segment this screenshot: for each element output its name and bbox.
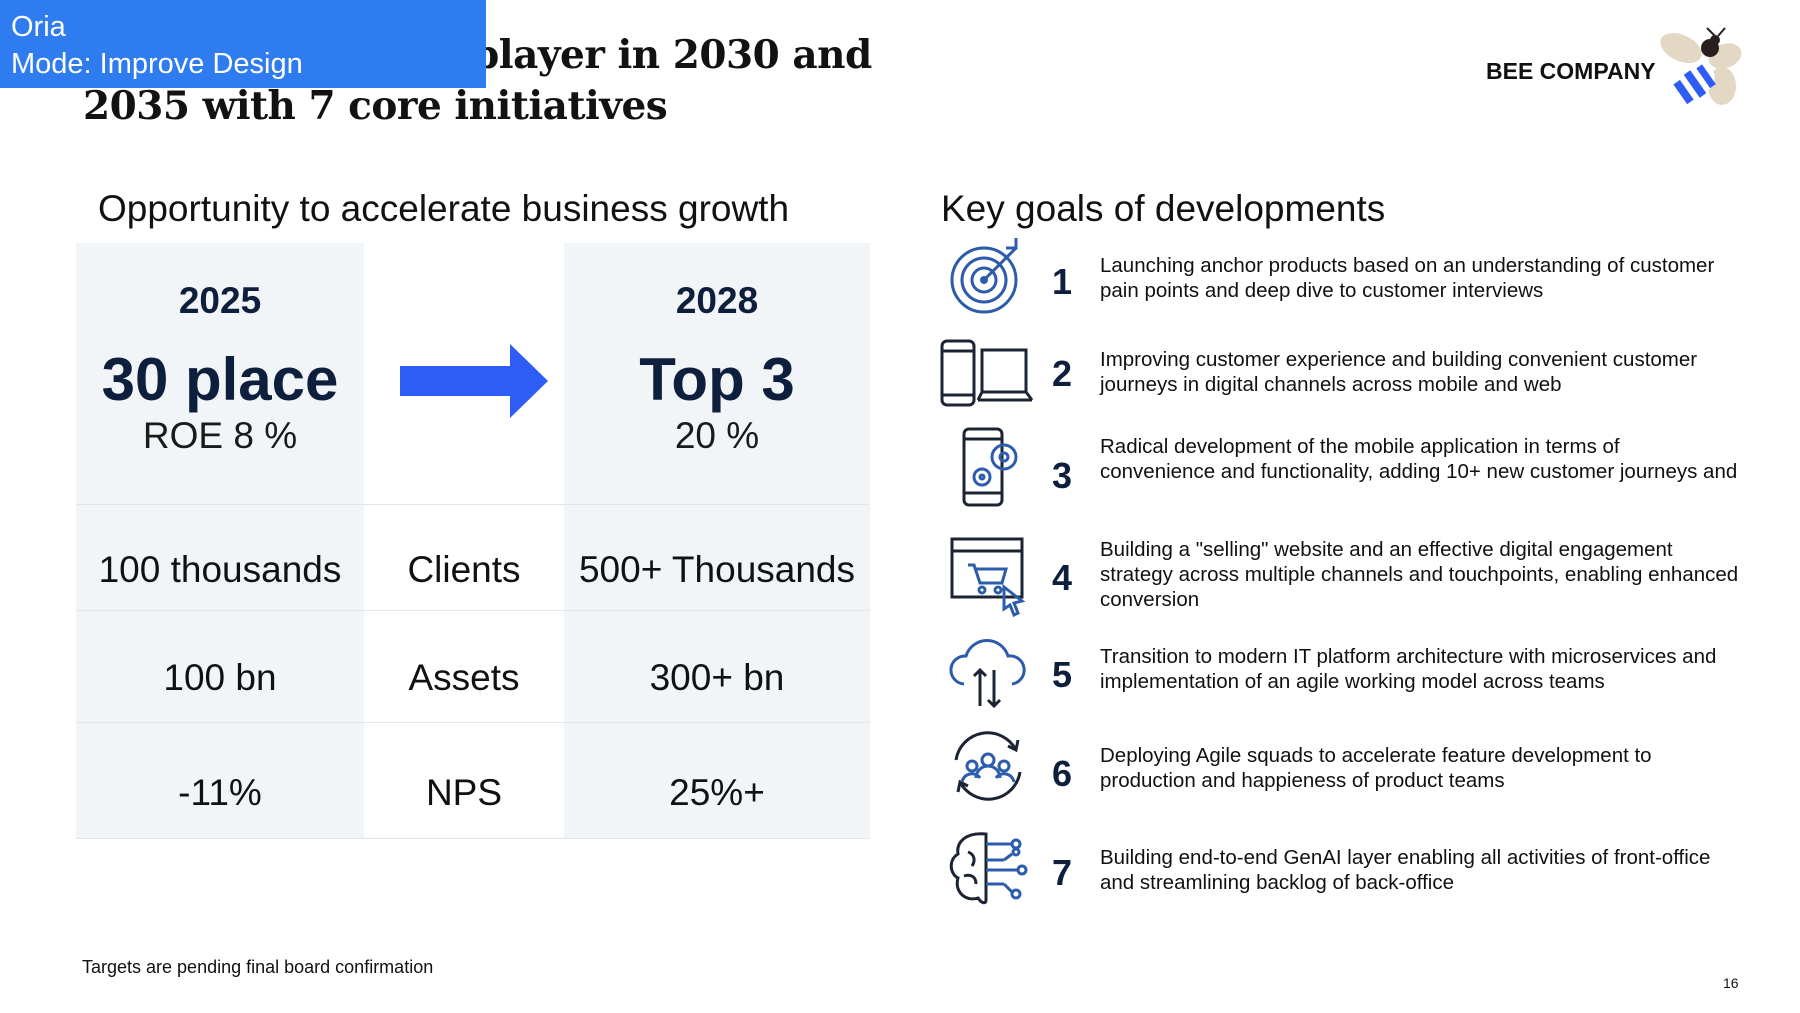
goal-number: 5	[1052, 654, 1073, 695]
growth-table: 2025 30 place ROE 8 % 2028 Top 3 20 % 10…	[76, 243, 870, 839]
clients-label: Clients	[407, 549, 521, 590]
row-divider	[76, 504, 870, 505]
to-year: 2028	[675, 280, 759, 321]
devices-icon	[940, 339, 1034, 407]
to-headline: Top 3	[639, 346, 795, 413]
clients-from: 100 thousands	[98, 549, 342, 590]
goal-number: 6	[1052, 753, 1073, 794]
clients-to: 500+ Thousands	[578, 549, 856, 590]
from-headline: 30 place	[101, 346, 339, 413]
footnote: Targets are pending final board confirma…	[82, 957, 434, 977]
goal-number: 1	[1052, 261, 1073, 302]
app-name: Oria	[11, 11, 66, 43]
goal-number: 4	[1052, 557, 1073, 598]
mode-label: Mode: Improve Design	[11, 48, 303, 80]
goal-text: Launching anchor products based on an un…	[1100, 254, 1715, 302]
assets-to: 300+ bn	[649, 657, 785, 698]
goal-text: Transition to modern IT platform archite…	[1100, 645, 1717, 693]
team-cycle-icon	[954, 731, 1022, 801]
cloud-sync-icon	[949, 639, 1026, 709]
slide-title-line-2: 2035 with 7 core initiatives	[83, 83, 668, 129]
from-year: 2025	[178, 280, 262, 321]
mobile-settings-icon	[962, 427, 1018, 507]
mode-banner: Oria Mode: Improve Design	[0, 0, 486, 88]
to-column-bg	[564, 243, 870, 839]
bee-logo-icon	[1660, 27, 1742, 105]
brand-name: BEE COMPANY	[1486, 58, 1656, 84]
row-divider	[76, 838, 870, 839]
page-number: 16	[1723, 975, 1739, 991]
goal-number: 3	[1052, 455, 1073, 496]
assets-from: 100 bn	[163, 657, 277, 698]
nps-to: 25%+	[669, 772, 765, 813]
goal-number: 2	[1052, 353, 1073, 394]
nps-label: NPS	[425, 772, 503, 813]
goals-heading: Key goals of developments	[941, 188, 1386, 229]
from-column-bg	[76, 243, 364, 839]
goal-text: Building a "selling" website and an effe…	[1100, 538, 1739, 611]
row-divider	[76, 610, 870, 611]
to-sub: 20 %	[674, 415, 760, 456]
assets-label: Assets	[408, 657, 520, 698]
goal-text: Deploying Agile squads to accelerate fea…	[1100, 744, 1652, 792]
goal-text: Radical development of the mobile applic…	[1100, 435, 1738, 483]
nps-from: -11%	[178, 772, 262, 813]
target-icon	[950, 238, 1018, 314]
goal-number: 7	[1052, 852, 1073, 893]
row-divider	[76, 722, 870, 723]
from-sub: ROE 8 %	[142, 415, 298, 456]
web-cart-icon	[950, 537, 1026, 617]
growth-heading: Opportunity to accelerate business growt…	[98, 188, 790, 229]
goal-text: Improving customer experience and buildi…	[1100, 348, 1698, 396]
goal-text: Building end-to-end GenAI layer enabling…	[1100, 846, 1711, 894]
growth-arrow-icon	[400, 344, 548, 418]
ai-brain-icon	[949, 832, 1028, 905]
